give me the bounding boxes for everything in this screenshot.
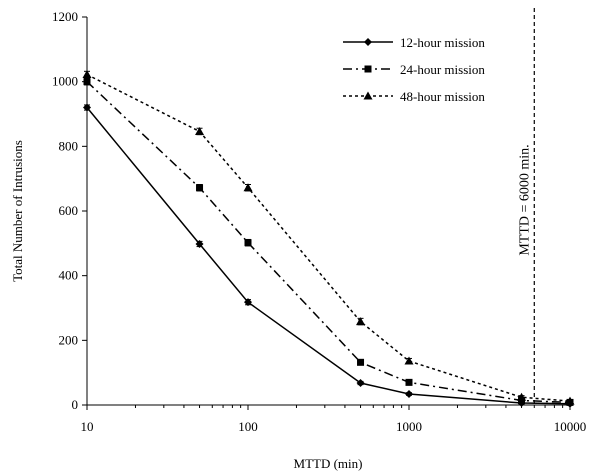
data-point	[83, 78, 91, 86]
x-axis-title: MTTD (min)	[294, 456, 363, 471]
y-tick-label: 0	[72, 397, 79, 412]
legend-item-2: 24-hour mission	[343, 62, 485, 77]
data-point	[243, 183, 253, 192]
data-point	[195, 126, 205, 135]
legend-label: 12-hour mission	[400, 35, 485, 50]
data-point	[517, 392, 527, 401]
x-tick-label: 1000	[396, 419, 422, 434]
y-tick-label: 200	[59, 332, 79, 347]
series-2	[83, 77, 574, 406]
y-tick-label: 800	[59, 138, 79, 153]
y-tick-label: 1200	[52, 9, 78, 24]
legend-item-3: 48-hour mission	[343, 89, 485, 104]
y-tick-label: 1000	[52, 74, 78, 89]
legend-label: 24-hour mission	[400, 62, 485, 77]
data-point	[83, 103, 91, 112]
legend-swatch-marker	[363, 91, 373, 100]
x-tick-label: 10000	[554, 419, 587, 434]
y-axis-title: Total Number of Intrusions	[10, 140, 25, 282]
data-point	[195, 239, 204, 248]
data-point	[357, 358, 365, 366]
y-axis-ticks: 0 200 400 600 800 1000 1200	[52, 9, 87, 412]
data-point	[405, 390, 413, 399]
data-point	[244, 298, 252, 307]
x-tick-label: 100	[238, 419, 258, 434]
data-point	[405, 378, 413, 386]
series-3	[82, 70, 575, 405]
data-point	[82, 70, 92, 79]
data-point	[404, 356, 414, 365]
data-point	[356, 317, 366, 326]
series-line	[86, 73, 571, 402]
legend-swatch-marker	[364, 38, 372, 46]
legend-item-1: 12-hour mission	[343, 35, 485, 50]
series-line	[86, 107, 571, 405]
legend-label: 48-hour mission	[400, 89, 485, 104]
legend-swatch-marker	[364, 65, 372, 73]
y-tick-label: 400	[59, 268, 79, 283]
data-point	[196, 184, 204, 192]
x-tick-label: 10	[81, 419, 94, 434]
y-tick-label: 600	[59, 203, 79, 218]
series-1	[83, 103, 574, 408]
data-point	[356, 379, 365, 388]
series-group	[82, 70, 575, 408]
data-point	[244, 239, 252, 247]
plot-area	[86, 17, 570, 406]
legend: 12-hour mission 24-hour mission 48-hour mi…	[343, 35, 485, 104]
x-axis-ticks: 10 100 1000 10000	[81, 405, 587, 434]
threshold-annotation: MTTD = 6000 min.	[517, 144, 532, 255]
data-point	[565, 396, 575, 405]
series-line	[86, 81, 571, 404]
